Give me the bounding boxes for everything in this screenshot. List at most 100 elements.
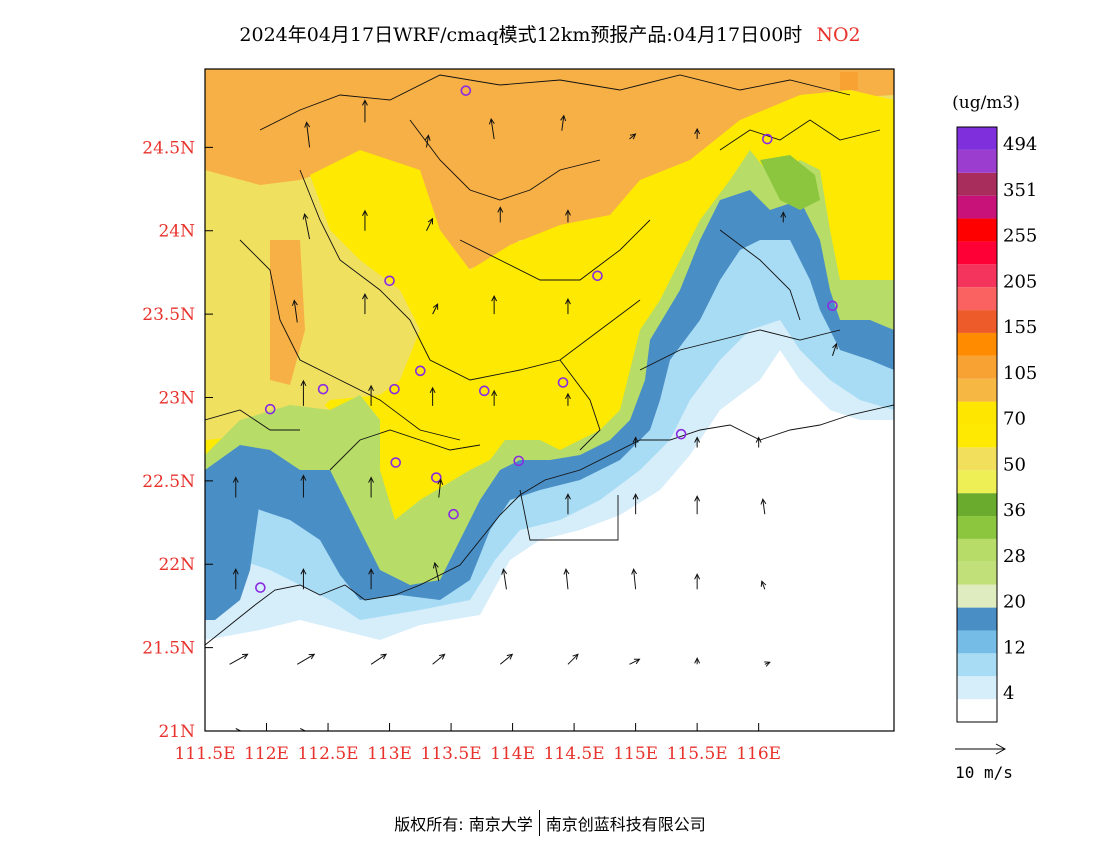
station-marker: [384, 275, 395, 287]
wind-arrow: [300, 474, 307, 498]
legend-swatch: [957, 584, 997, 608]
wind-arrow: [491, 295, 498, 315]
wind-arrow: [297, 653, 316, 665]
copyright-footer: 版权所有: 南京大学 南京创蓝科技有限公司: [0, 810, 1100, 836]
wind-arrow: [232, 476, 239, 498]
legend-swatch: [957, 470, 997, 494]
wind-arrow: [565, 298, 571, 315]
wind-vectors: [229, 99, 838, 731]
wind-arrow: [832, 342, 838, 356]
title-text: 2024年04月17日WRF/cmaq模式12km预报产品:04月17日00时: [239, 24, 803, 46]
lon-tick-label: 115E: [613, 744, 658, 764]
legend-swatch: [957, 538, 997, 562]
wind-arrow: [629, 133, 637, 140]
legend-swatch: [957, 630, 997, 654]
wind-arrow: [565, 493, 571, 515]
lon-tick-label: 114.5E: [544, 744, 605, 764]
legend-label: 12: [1003, 637, 1026, 658]
station-marker: [255, 582, 266, 593]
wind-arrow: [229, 653, 249, 665]
station-marker: [390, 457, 402, 468]
map-axes: 111.5E 112E 112.5E 113E 113.5E 114E 114.5E 115E…: [142, 138, 781, 764]
legend-label: 70: [1003, 409, 1026, 430]
legend-swatch: [957, 287, 997, 311]
station-marker: [415, 365, 426, 377]
wind-arrow: [432, 653, 446, 665]
station-marker: [761, 133, 773, 145]
color-legend: (ug/m3) 4 12 20 28 36 50 70 105 155 205 255 351 494: [952, 93, 1037, 723]
legend-swatch: [957, 607, 997, 631]
wind-arrow: [632, 493, 639, 515]
chart-title: 2024年04月17日WRF/cmaq模式12km预报产品:04月17日00时 N…: [0, 20, 1100, 47]
wind-scale-label: 10 m/s: [955, 763, 1013, 782]
wind-arrow: [760, 580, 767, 590]
lon-tick-label: 116E: [736, 744, 781, 764]
wind-arrow: [361, 99, 368, 123]
lon-tick-label: 112E: [244, 744, 289, 764]
wind-scale-arrowhead: [995, 743, 1007, 755]
legend-swatch: [957, 218, 997, 242]
wind-arrow: [491, 389, 498, 406]
wind-arrow: [437, 478, 444, 498]
legend-swatch: [957, 424, 997, 448]
lon-tick-label: 115.5E: [667, 744, 728, 764]
band-blue-west: [205, 460, 260, 620]
legend-label: 4: [1003, 683, 1014, 704]
wind-arrow: [755, 436, 762, 448]
wind-arrow: [361, 209, 368, 231]
wind-arrow: [567, 653, 579, 665]
legend-label: 50: [1003, 454, 1026, 475]
station-marker: [431, 472, 442, 483]
wind-scale: 10 m/s: [955, 743, 1013, 782]
wind-arrow: [563, 568, 570, 590]
band-green-east: [760, 155, 820, 210]
footer-divider: [538, 810, 540, 836]
wind-arrow: [432, 303, 439, 315]
legend-unit: (ug/m3): [952, 93, 1020, 113]
pollutant-label: NO2: [816, 24, 861, 46]
lat-tick-label: 22N: [158, 555, 195, 575]
lat-tick-label: 24.5N: [142, 138, 195, 158]
legend-label: 36: [1003, 500, 1026, 521]
lon-tick-label: 113.5E: [421, 744, 482, 764]
lon-tick-label: 114E: [490, 744, 535, 764]
wind-arrow: [426, 217, 433, 231]
wind-arrow: [304, 121, 311, 148]
wind-arrow: [368, 384, 375, 406]
legend-swatch: [957, 264, 997, 288]
legend-swatch: [957, 561, 997, 585]
station-marker: [478, 385, 490, 397]
wind-arrow: [292, 299, 298, 323]
wind-arrow: [694, 127, 701, 140]
station-marker: [389, 383, 400, 395]
station-marker: [675, 428, 687, 440]
legend-label: 205: [1003, 271, 1037, 292]
legend-label: 494: [1003, 134, 1037, 155]
legend-swatch: [957, 355, 997, 379]
station-marker: [827, 300, 838, 312]
legend-swatch: [957, 401, 997, 425]
band-orange-west: [270, 240, 305, 385]
station-marker: [317, 383, 329, 395]
wind-arrow: [235, 728, 242, 731]
wind-arrow: [297, 728, 307, 731]
lat-tick-label: 23.5N: [142, 305, 195, 325]
legend-swatch: [957, 699, 997, 722]
wind-arrow: [499, 653, 514, 665]
wind-arrow: [300, 379, 307, 406]
wind-arrow: [368, 476, 375, 498]
wind-arrow: [780, 211, 787, 223]
wind-arrow: [632, 436, 639, 448]
coastline-boundaries: [205, 74, 894, 646]
lon-tick-label: 113E: [367, 744, 412, 764]
legend-border: [956, 126, 998, 723]
lat-tick-label: 22.5N: [142, 472, 195, 492]
legend-swatch: [957, 676, 997, 700]
wind-arrow: [764, 661, 771, 667]
wind-arrow: [429, 386, 436, 406]
company-text: 南京创蓝科技有限公司: [545, 815, 706, 834]
band-low: [205, 350, 894, 731]
legend-swatch: [957, 241, 997, 265]
wind-arrow: [232, 568, 239, 590]
wind-arrow: [631, 568, 638, 590]
